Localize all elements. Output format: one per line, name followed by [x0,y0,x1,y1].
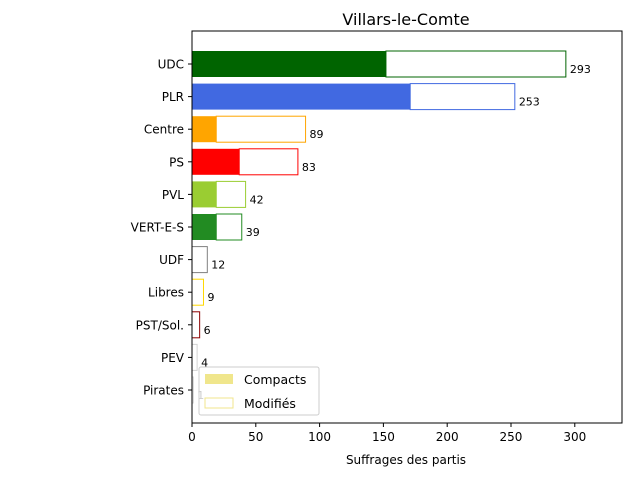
y-tick-label-vert-e-s: VERT-E-S [131,221,184,235]
y-tick-label-centre: Centre [144,123,184,137]
data-label-vert-e-s: 39 [246,226,260,239]
y-tick-label-plr: PLR [162,90,184,104]
bar-compacts-pvl [192,181,217,208]
legend-label-compacts: Compacts [244,372,306,387]
legend-swatch-modifies [204,397,234,409]
y-axis: UDC PLR Centre PS PVL VERT-E-S UDF Libres PST/So… [131,58,192,398]
x-tick-label-250: 250 [500,430,523,444]
y-tick-label-udc: UDC [158,58,184,72]
labels-layer: 29325389834239129641 [197,63,591,402]
x-axis-label: Suffrages des partis [346,453,466,467]
bar-modifies-libres [191,278,204,306]
bar-modifies-udc [385,50,567,78]
x-tick-label-200: 200 [436,430,459,444]
bar-modifies-vert-e-s [215,213,243,241]
x-tick-label-150: 150 [372,430,395,444]
bar-compacts-centre [192,116,217,143]
y-tick-label-pst-sol: PST/Sol. [136,318,184,332]
bar-modifies-centre [215,115,307,143]
bars-layer [191,50,567,404]
data-label-udf: 12 [211,259,225,272]
data-label-udc: 293 [570,63,591,76]
bar-compacts-ps [192,148,240,175]
legend-label-modifies: Modifiés [244,396,296,411]
bar-modifies-udf [191,246,208,274]
bar-compacts-plr [192,83,411,110]
data-label-centre: 89 [310,128,324,141]
bar-modifies-ps [238,148,299,176]
bar-modifies-pst-sol [191,311,201,339]
x-tick-label-100: 100 [308,430,331,444]
x-axis: 0 50 100 150 200 250 300 [188,423,586,444]
bar-compacts-udc [192,51,386,77]
bar-compacts-vert-e-s [192,214,217,240]
data-label-libres: 9 [207,291,214,304]
data-label-pev: 4 [201,356,208,369]
data-label-pst-sol: 6 [204,324,211,337]
chart-title: Villars-le-Comte [342,10,469,29]
bar-modifies-pvl [215,180,247,208]
y-tick-label-ps: PS [169,155,184,169]
y-tick-label-pirates: Pirates [143,384,184,398]
data-label-plr: 253 [519,96,540,109]
y-tick-label-pev: PEV [161,351,185,365]
x-tick-label-0: 0 [188,430,196,444]
legend-swatch-compacts [205,374,233,384]
legend: Compacts Modifiés [198,366,320,416]
data-label-pvl: 42 [250,193,264,206]
y-tick-label-udf: UDF [159,253,184,267]
data-label-ps: 83 [302,161,316,174]
x-tick-label-300: 300 [563,430,586,444]
y-tick-label-libres: Libres [148,286,184,300]
x-tick-label-50: 50 [248,430,263,444]
bar-modifies-pev [191,343,198,371]
bar-modifies-plr [409,83,516,111]
y-tick-label-pvl: PVL [162,188,184,202]
